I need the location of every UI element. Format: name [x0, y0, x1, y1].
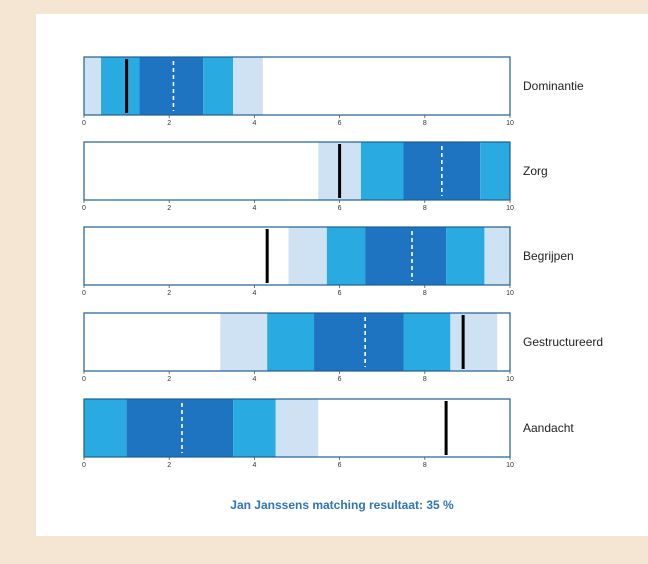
row-frame-zorg	[83, 141, 511, 201]
tick-label: 10	[506, 205, 514, 212]
tick-label: 0	[82, 376, 86, 383]
band-dark-dominantie	[139, 57, 204, 115]
tick-label: 6	[338, 120, 342, 127]
band-medium-begrijpen	[326, 227, 366, 285]
band-medium-gestructureerd	[267, 313, 315, 371]
tick-label: 4	[252, 376, 256, 383]
tick-label: 4	[252, 462, 256, 469]
tick-label: 8	[423, 205, 427, 212]
tick-label: 2	[167, 205, 171, 212]
band-light-dominantie	[233, 57, 263, 115]
tick-label: 8	[423, 290, 427, 297]
tick-label: 2	[167, 120, 171, 127]
tick-label: 8	[423, 120, 427, 127]
tick-label: 4	[252, 120, 256, 127]
tick-label: 0	[82, 462, 86, 469]
band-medium-zorg	[480, 142, 510, 200]
tick-label: 2	[167, 290, 171, 297]
band-light-begrijpen	[288, 227, 327, 285]
band-medium-dominantie	[101, 57, 140, 115]
tick-label: 2	[167, 462, 171, 469]
matching-result-text: Jan Janssens matching resultaat: 35 %	[230, 498, 454, 512]
band-medium-aandacht	[233, 399, 276, 457]
tick-label: 6	[338, 205, 342, 212]
tick-label: 10	[506, 290, 514, 297]
band-light-aandacht	[275, 399, 319, 457]
band-medium-zorg	[360, 142, 404, 200]
tick-label: 10	[506, 462, 514, 469]
tick-label: 4	[252, 290, 256, 297]
band-medium-aandacht	[84, 399, 127, 457]
band-medium-dominantie	[203, 57, 234, 115]
tick-label: 6	[338, 290, 342, 297]
tick-label: 8	[423, 462, 427, 469]
category-label-gestructureerd: Gestructureerd	[523, 335, 603, 349]
band-light-begrijpen	[484, 227, 510, 285]
category-label-dominantie: Dominantie	[523, 79, 584, 93]
profile-chart: 0 2 4 6 8 10 Dominantie 0 2 4 6 8 10 Zorg 0 2 4 6 8 10 Begri…	[82, 56, 603, 469]
tick-label: 8	[423, 376, 427, 383]
tick-label: 6	[338, 376, 342, 383]
tick-label: 4	[252, 205, 256, 212]
tick-label: 10	[506, 376, 514, 383]
category-label-begrijpen: Begrijpen	[523, 249, 574, 263]
band-dark-aandacht	[126, 399, 234, 457]
band-medium-gestructureerd	[403, 313, 451, 371]
band-dark-gestructureerd	[314, 313, 404, 371]
tick-label: 2	[167, 376, 171, 383]
row-frame-gestructureerd	[83, 312, 511, 372]
tick-label: 0	[82, 290, 86, 297]
band-light-dominantie	[84, 57, 102, 115]
band-light-gestructureerd	[220, 313, 268, 371]
band-dark-begrijpen	[365, 227, 447, 285]
tick-label: 0	[82, 120, 86, 127]
chart-panel: 0 2 4 6 8 10 Dominantie 0 2 4 6 8 10 Zorg 0 2 4 6 8 10 Begri…	[36, 14, 648, 536]
row-frame-aandacht	[83, 398, 511, 458]
tick-label: 10	[506, 120, 514, 127]
band-light-gestructureerd	[450, 313, 498, 371]
band-medium-begrijpen	[446, 227, 485, 285]
tick-label: 0	[82, 205, 86, 212]
row-frame-begrijpen	[83, 226, 511, 286]
category-label-zorg: Zorg	[523, 164, 548, 178]
category-label-aandacht: Aandacht	[523, 421, 574, 435]
tick-label: 6	[338, 462, 342, 469]
row-frame-dominantie	[83, 56, 511, 116]
